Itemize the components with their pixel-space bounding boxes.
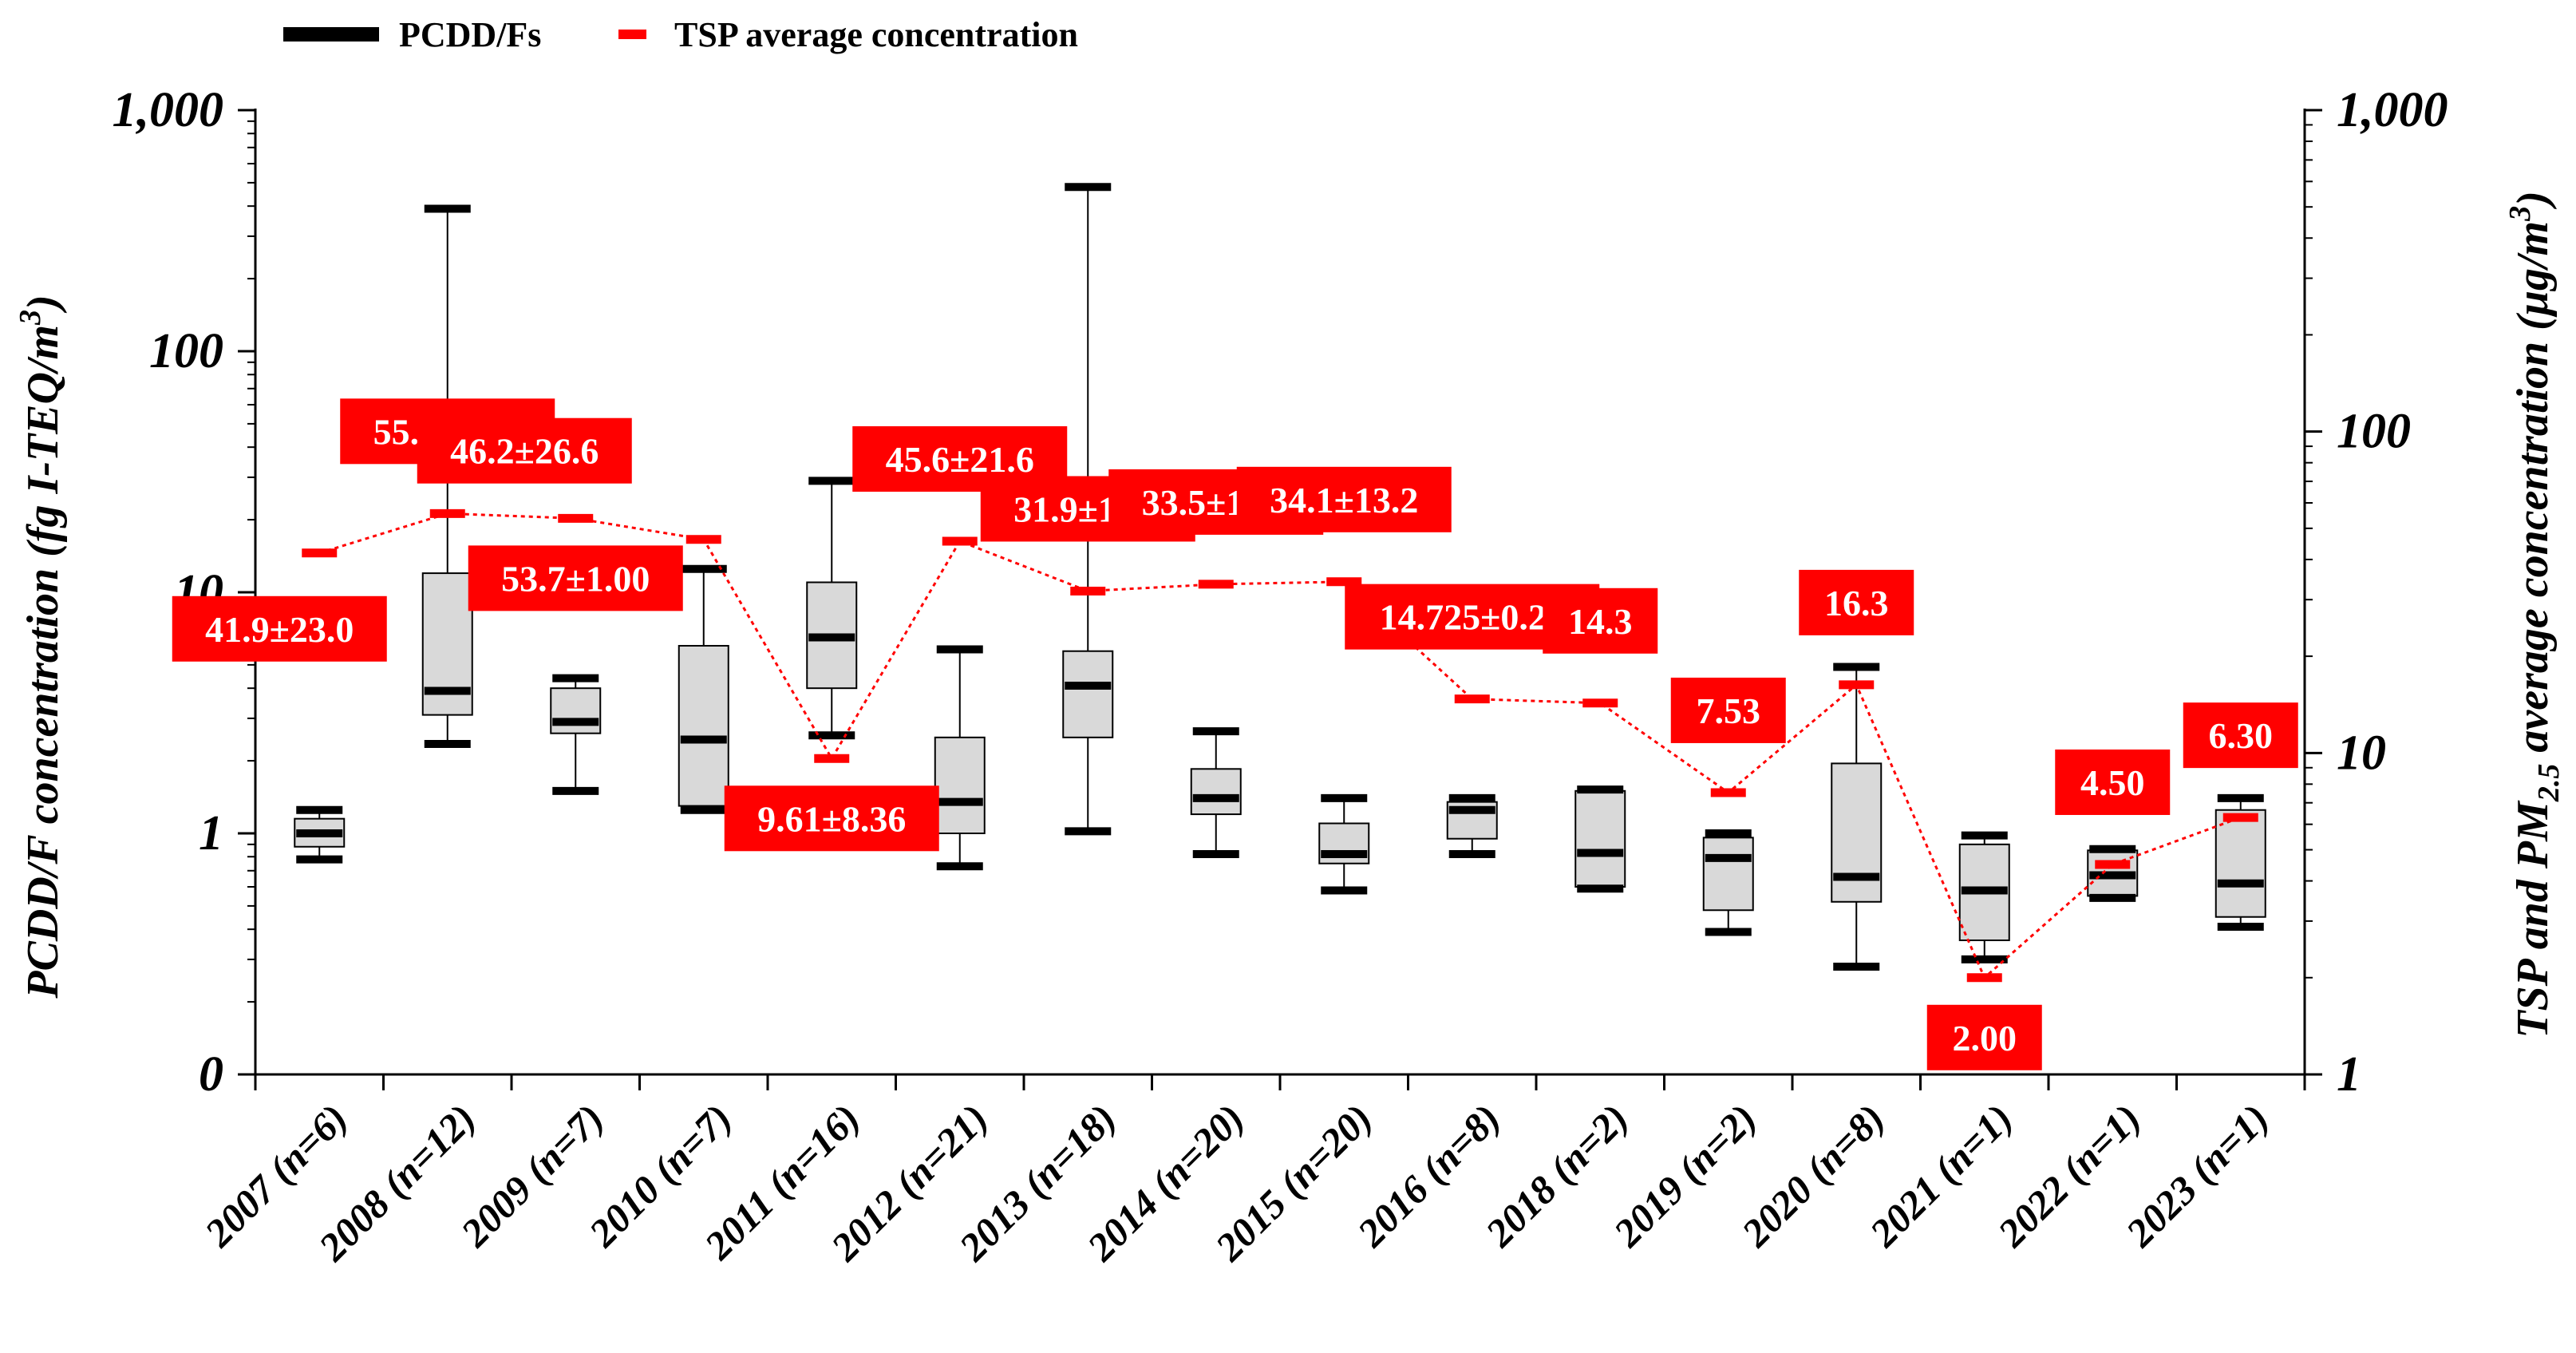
right-tick-label: 1,000 — [2337, 83, 2448, 137]
box-iqr — [1062, 650, 1114, 738]
tsp-annotation: 2.00 — [1926, 1004, 2042, 1070]
legend-label-pcdd: PCDD/Fs — [399, 15, 541, 54]
category-labels: 2007 (n=6)2008 (n=12)2009 (n=7)2010 (n=7… — [196, 1074, 2306, 1270]
tsp-annotation: 53.7±1.00 — [468, 545, 683, 611]
boxplot — [934, 645, 986, 871]
annotation-label: 16.3 — [1824, 583, 1889, 623]
boxplot — [2214, 793, 2266, 931]
tsp-annotations: 41.9±23.055.6±20.653.7±1.0046.2±26.69.61… — [172, 398, 2298, 1070]
annotation-box — [1543, 587, 1658, 654]
box-iqr — [934, 736, 986, 835]
right-tick-label: 10 — [2337, 726, 2386, 780]
right-axis-title: TSP and PM2.5 average concentration (μg/… — [2503, 191, 2566, 1038]
box-iqr — [1574, 789, 1626, 888]
right-axis-ticks: 1 10 100 1,000 — [2305, 83, 2448, 1102]
boxplot — [1446, 793, 1498, 859]
tsp-annotation: 41.9±23.0 — [172, 595, 387, 662]
boxplot — [550, 674, 602, 795]
tsp-annotation: 34.1±13.2 — [1236, 466, 1452, 532]
right-tick-label: 100 — [2337, 405, 2411, 459]
boxplot — [1190, 727, 1242, 859]
annotation-box — [2183, 702, 2298, 769]
left-tick-label: 100 — [149, 324, 223, 378]
tsp-annotation: 4.50 — [2055, 749, 2171, 815]
box-iqr — [550, 687, 602, 734]
tsp-annotation: 16.3 — [1799, 569, 1914, 635]
boxplot — [1574, 785, 1626, 893]
annotation-label: 46.2±26.6 — [450, 431, 599, 472]
boxplot — [1831, 663, 1883, 971]
boxplot — [1702, 829, 1754, 936]
annotation-label: 9.61±8.36 — [757, 798, 906, 839]
boxplot — [1958, 831, 2010, 963]
annotation-box — [1236, 466, 1452, 532]
annotation-label: 4.50 — [2080, 762, 2145, 803]
annotation-label: 53.7±1.00 — [501, 558, 650, 599]
annotation-box — [1670, 677, 1786, 743]
box-iqr — [678, 644, 729, 807]
boxplot — [294, 805, 346, 864]
boxplot — [806, 477, 858, 740]
annotation-label: 14.3 — [1568, 601, 1633, 642]
box-iqr — [1702, 837, 1754, 912]
tsp-annotation: 46.2±26.6 — [417, 417, 632, 484]
annotation-box — [1926, 1004, 2042, 1070]
annotation-box — [468, 545, 683, 611]
boxplot — [678, 564, 729, 814]
left-axis-title: PCDD/F concentration (fg I-TEQ/m3) — [14, 295, 68, 999]
annotation-label: 34.1±13.2 — [1270, 480, 1418, 520]
annotation-box — [1799, 569, 1914, 635]
boxplot — [1062, 183, 1114, 836]
box-iqr — [2214, 809, 2266, 918]
left-tick-label: 1,000 — [113, 83, 224, 137]
annotation-label: 41.9±23.0 — [205, 609, 354, 650]
legend-label-tsp: TSP average concentration — [674, 15, 1078, 54]
boxplot — [2087, 845, 2139, 902]
left-tick-label: 1 — [199, 806, 223, 860]
annotation-box — [724, 785, 939, 852]
annotation-label: 6.30 — [2209, 715, 2274, 756]
legend-swatch-pcdd — [283, 27, 379, 42]
pcdd-boxplots — [294, 183, 2266, 971]
legend: PCDD/Fs TSP average concentration — [283, 15, 1078, 54]
annotation-label: 7.53 — [1697, 690, 1761, 731]
boxplot — [1318, 793, 1370, 895]
annotation-box — [2055, 749, 2171, 815]
annotation-label: 45.6±21.6 — [886, 439, 1034, 480]
annotation-label: 14.725±0.23 — [1380, 597, 1565, 638]
box-iqr — [1190, 768, 1242, 816]
right-tick-label: 1 — [2337, 1047, 2361, 1102]
tsp-series — [302, 508, 2258, 983]
tsp-annotation: 14.3 — [1543, 587, 1658, 654]
tsp-line-path — [318, 512, 2242, 980]
annotation-box — [417, 417, 632, 484]
annotation-box — [172, 595, 387, 662]
box-iqr — [1831, 762, 1883, 903]
tsp-annotation: 9.61±8.36 — [724, 785, 939, 852]
tsp-annotation: 6.30 — [2183, 702, 2298, 769]
tsp-annotation: 7.53 — [1670, 677, 1786, 743]
left-tick-label: 0 — [199, 1047, 223, 1102]
annotation-label: 2.00 — [1953, 1018, 2017, 1058]
